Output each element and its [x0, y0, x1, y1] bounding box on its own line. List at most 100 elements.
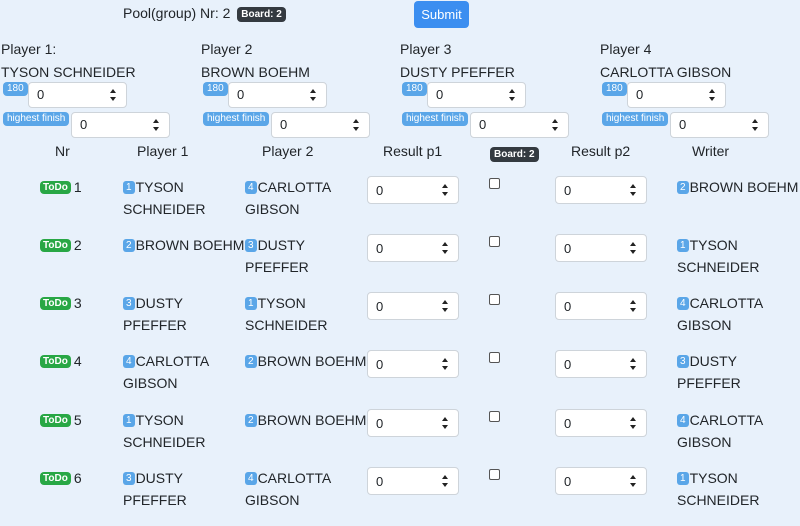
todo-badge: ToDo [40, 414, 71, 427]
match-player-2-name-line-2: SCHNEIDER [245, 317, 328, 333]
match-player-2-name-line-1: CARLOTTA [257, 179, 332, 195]
result-p2-value: 0 [564, 299, 572, 314]
select-arrows-icon [552, 119, 559, 131]
match-player-1-name-line-1: DUSTY PFEFFER [123, 470, 187, 508]
select-highest-finish[interactable]: 0 [271, 112, 370, 138]
match-player-2-name-line-1: DUSTY PFEFFER [245, 237, 309, 275]
select-180[interactable]: 0 [28, 82, 127, 108]
match-player-2: 2 BROWN BOEHM [245, 350, 367, 372]
match-player-1: 3 DUSTY PFEFFER [123, 467, 248, 511]
header-board-badge: Board: 2 [490, 147, 539, 162]
match-player-2-name-line-1: BROWN BOEHM [257, 353, 367, 369]
match-player-1-number-badge: 2 [123, 239, 135, 252]
select-highest-finish[interactable]: 0 [71, 112, 170, 138]
tag-highest-finish: highest finish [3, 112, 70, 126]
select-180[interactable]: 0 [427, 82, 526, 108]
select-arrows-icon [442, 358, 449, 370]
result-p2-value: 0 [564, 183, 572, 198]
result-p2-value: 0 [564, 416, 572, 431]
board-checkbox[interactable] [489, 469, 500, 480]
result-p2-select[interactable]: 0 [555, 409, 647, 437]
match-player-1-number-badge: 3 [123, 472, 135, 485]
select-180[interactable]: 0 [228, 82, 327, 108]
header-player-2: Player 2 [262, 143, 314, 159]
match-player-2: 4 CARLOTTA GIBSON [245, 176, 367, 220]
match-status-nr: ToDo 5 [40, 409, 82, 431]
result-p2-select[interactable]: 0 [555, 292, 647, 320]
match-player-2-number-badge: 4 [245, 472, 257, 485]
match-writer-number-badge: 1 [677, 239, 689, 252]
match-nr: 6 [73, 470, 82, 486]
select-180-value: 0 [436, 87, 444, 102]
result-p1-select[interactable]: 0 [367, 234, 459, 262]
match-player-1-name-line-1: DUSTY PFEFFER [123, 295, 187, 333]
match-player-1: 4 CARLOTTA GIBSON [123, 350, 248, 394]
player-label: Player 1: [1, 41, 57, 57]
select-arrows-icon [630, 242, 637, 254]
match-status-nr: ToDo 3 [40, 292, 82, 314]
match-nr: 5 [73, 412, 82, 428]
select-highest-finish[interactable]: 0 [470, 112, 569, 138]
todo-badge: ToDo [40, 355, 71, 368]
match-player-1-number-badge: 1 [123, 414, 135, 427]
result-p2-select[interactable]: 0 [555, 350, 647, 378]
tag-180: 180 [203, 82, 228, 96]
submit-button[interactable]: Submit [414, 1, 469, 28]
result-p1-select[interactable]: 0 [367, 467, 459, 495]
board-checkbox[interactable] [489, 352, 500, 363]
select-arrows-icon [153, 119, 160, 131]
match-writer: 4 CARLOTTA GIBSON [677, 409, 800, 453]
match-status-nr: ToDo 6 [40, 467, 82, 489]
match-player-2-name-line-2: GIBSON [245, 201, 300, 217]
match-writer-number-badge: 2 [677, 181, 689, 194]
select-arrows-icon [442, 475, 449, 487]
match-writer-name-line-2: GIBSON [677, 434, 732, 450]
match-player-2-name-line-1: CARLOTTA [257, 470, 332, 486]
board-checkbox[interactable] [489, 411, 500, 422]
result-p1-select[interactable]: 0 [367, 176, 459, 204]
match-writer-name-line-1: CARLOTTA [689, 412, 764, 428]
match-player-1-name-line-1: TYSON [135, 412, 184, 428]
board-checkbox[interactable] [489, 294, 500, 305]
match-writer-name-line-2: GIBSON [677, 317, 732, 333]
result-p1-select[interactable]: 0 [367, 409, 459, 437]
result-p2-select[interactable]: 0 [555, 467, 647, 495]
player-label: Player 4 [600, 41, 652, 57]
select-arrows-icon [630, 184, 637, 196]
player-label: Player 3 [400, 41, 452, 57]
board-badge: Board: 2 [237, 7, 286, 22]
match-nr: 2 [73, 237, 82, 253]
result-p1-value: 0 [376, 474, 384, 489]
player-name: CARLOTTA GIBSON [600, 64, 732, 80]
player-name: DUSTY PFEFFER [400, 64, 515, 80]
select-highest-finish[interactable]: 0 [670, 112, 769, 138]
match-nr: 1 [73, 179, 82, 195]
header-writer: Writer [692, 143, 730, 159]
board-checkbox[interactable] [489, 236, 500, 247]
result-p2-select[interactable]: 0 [555, 234, 647, 262]
select-180[interactable]: 0 [627, 82, 726, 108]
pool-title: Pool(group) Nr: 2 Board: 2 [123, 5, 286, 22]
todo-badge: ToDo [40, 181, 71, 194]
match-player-2: 4 CARLOTTA GIBSON [245, 467, 367, 511]
result-p1-select[interactable]: 0 [367, 350, 459, 378]
match-writer-name-line-2: SCHNEIDER [677, 492, 760, 508]
match-writer-number-badge: 1 [677, 472, 689, 485]
select-arrows-icon [752, 119, 759, 131]
match-player-1-name-line-2: GIBSON [123, 375, 178, 391]
result-p1-select[interactable]: 0 [367, 292, 459, 320]
header-result-p2: Result p2 [571, 143, 631, 159]
select-highest-finish-value: 0 [280, 117, 288, 132]
player-label: Player 2 [201, 41, 253, 57]
result-p1-value: 0 [376, 241, 384, 256]
result-p2-value: 0 [564, 241, 572, 256]
board-checkbox[interactable] [489, 178, 500, 189]
result-p2-value: 0 [564, 357, 572, 372]
match-player-1: 1 TYSON SCHNEIDER [123, 176, 248, 220]
match-writer-number-badge: 3 [677, 355, 689, 368]
tag-180: 180 [402, 82, 427, 96]
match-player-1: 3 DUSTY PFEFFER [123, 292, 248, 336]
result-p2-select[interactable]: 0 [555, 176, 647, 204]
select-arrows-icon [442, 300, 449, 312]
select-arrows-icon [509, 89, 516, 101]
